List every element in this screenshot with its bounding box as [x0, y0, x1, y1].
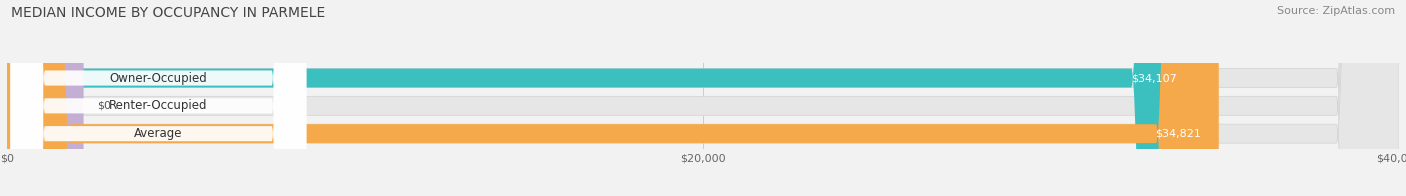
FancyBboxPatch shape [7, 0, 1194, 196]
Text: Renter-Occupied: Renter-Occupied [110, 99, 208, 112]
Text: Source: ZipAtlas.com: Source: ZipAtlas.com [1277, 6, 1395, 16]
Text: Owner-Occupied: Owner-Occupied [110, 72, 207, 84]
FancyBboxPatch shape [7, 0, 1399, 196]
Text: $34,107: $34,107 [1130, 73, 1177, 83]
FancyBboxPatch shape [7, 0, 1399, 196]
FancyBboxPatch shape [7, 0, 1219, 196]
FancyBboxPatch shape [10, 0, 307, 196]
Text: Average: Average [134, 127, 183, 140]
FancyBboxPatch shape [7, 0, 1399, 196]
Text: MEDIAN INCOME BY OCCUPANCY IN PARMELE: MEDIAN INCOME BY OCCUPANCY IN PARMELE [11, 6, 326, 20]
FancyBboxPatch shape [10, 0, 307, 196]
FancyBboxPatch shape [10, 0, 307, 196]
Text: $0: $0 [97, 101, 111, 111]
FancyBboxPatch shape [7, 0, 83, 196]
Text: $34,821: $34,821 [1156, 129, 1201, 139]
